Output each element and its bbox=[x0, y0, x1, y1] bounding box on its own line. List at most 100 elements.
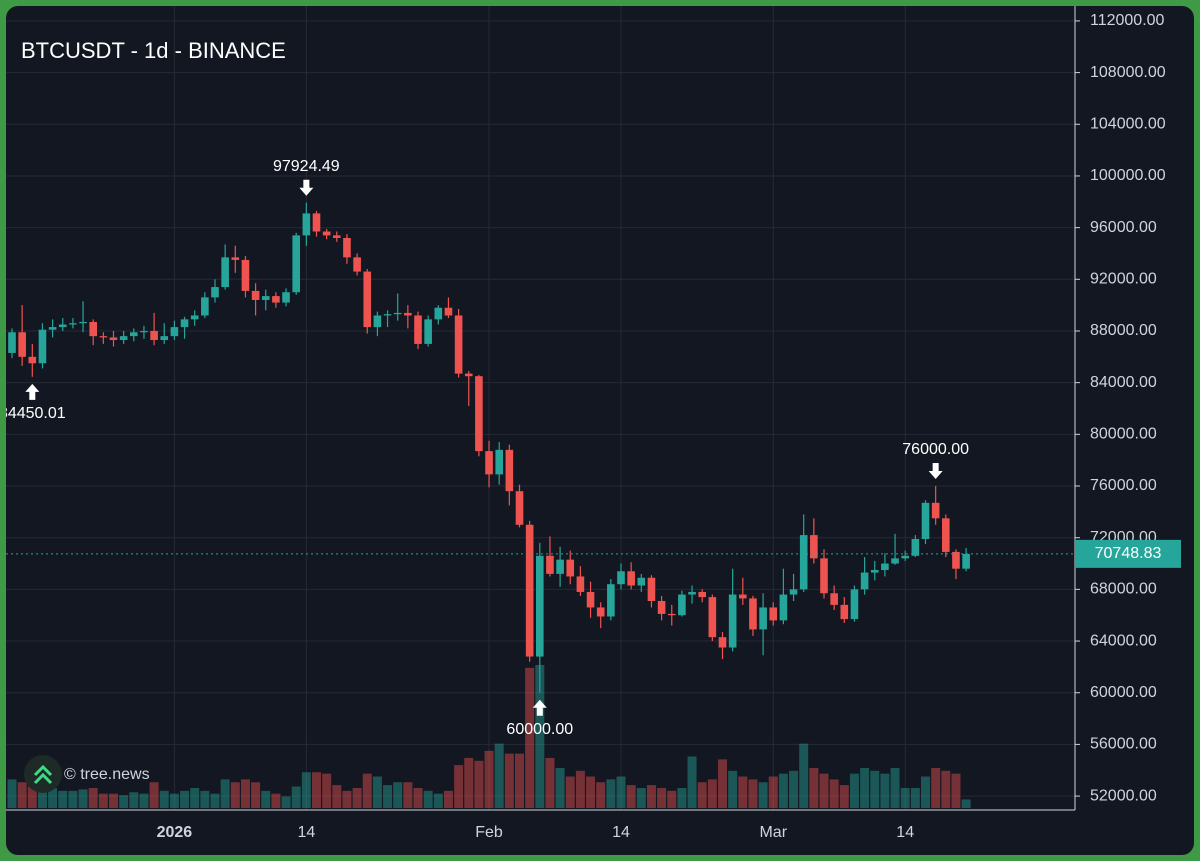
candle-body bbox=[911, 538, 920, 556]
candle-body bbox=[870, 569, 879, 573]
volume-bar bbox=[677, 787, 687, 808]
volume-bar bbox=[291, 786, 301, 808]
chart-title: BTCUSDT - 1d - BINANCE bbox=[21, 38, 286, 63]
annotation-label: 97924.49 bbox=[273, 158, 340, 175]
candle-body bbox=[799, 535, 808, 590]
candle-body bbox=[515, 491, 524, 525]
candle-body bbox=[820, 558, 828, 594]
candle-body bbox=[891, 558, 899, 564]
candle-body bbox=[718, 637, 727, 648]
annotation-label: 84450.01 bbox=[0, 405, 66, 422]
volume-bar bbox=[586, 776, 596, 808]
candle-body bbox=[596, 607, 605, 617]
volume-bar bbox=[870, 770, 880, 808]
volume-bar bbox=[880, 773, 890, 808]
candle-body bbox=[525, 524, 534, 657]
y-tick-label: 100000.00 bbox=[1090, 167, 1166, 184]
candle-body bbox=[404, 312, 412, 316]
volume-bar bbox=[728, 770, 738, 808]
candle-body bbox=[211, 287, 219, 298]
volume-bar bbox=[941, 770, 951, 808]
candle-body bbox=[607, 584, 615, 617]
volume-bar bbox=[931, 767, 941, 808]
candle-body bbox=[454, 315, 463, 374]
volume-bar bbox=[687, 756, 697, 808]
volume-bar bbox=[454, 765, 464, 808]
volume-bar bbox=[68, 790, 78, 808]
volume-bar bbox=[596, 782, 606, 808]
volume-bar bbox=[636, 787, 646, 808]
candle-body bbox=[942, 518, 950, 552]
x-tick-label: Mar bbox=[759, 824, 787, 841]
axis-layer: 52000.00 56000.00 60000.00 64000.00 68000.00… bbox=[157, 12, 1166, 841]
annotation-layer: 97924.49 84450.01 60000.00 76000.00 bbox=[0, 158, 969, 738]
volume-bar bbox=[545, 757, 555, 808]
y-tick-label: 104000.00 bbox=[1090, 115, 1166, 132]
candle-body bbox=[393, 312, 402, 315]
candle-body bbox=[556, 559, 564, 574]
volume-bar bbox=[383, 785, 393, 808]
volume-bar bbox=[738, 776, 748, 808]
volume-bar bbox=[910, 787, 920, 808]
volume-bar bbox=[27, 786, 37, 808]
candle-body bbox=[140, 330, 148, 333]
candle-body bbox=[180, 319, 189, 328]
volume-bar bbox=[352, 787, 362, 808]
y-tick-label: 60000.00 bbox=[1090, 684, 1157, 701]
candle-body bbox=[739, 594, 747, 599]
candle-body bbox=[576, 576, 585, 592]
candle-body bbox=[99, 336, 108, 338]
candle-body bbox=[921, 502, 930, 539]
volume-bar bbox=[109, 793, 118, 808]
y-tick-label: 96000.00 bbox=[1090, 219, 1157, 236]
y-tick-label: 76000.00 bbox=[1090, 477, 1157, 494]
volume-bar bbox=[119, 795, 129, 808]
volume-bar bbox=[423, 790, 433, 808]
volume-bar bbox=[626, 785, 636, 808]
volume-bar bbox=[515, 753, 524, 808]
candle-body bbox=[962, 553, 970, 569]
candle-body bbox=[201, 297, 209, 316]
volume-bar bbox=[525, 667, 535, 808]
volume-bar bbox=[251, 782, 261, 808]
candle-body bbox=[333, 235, 341, 238]
candle-body bbox=[952, 551, 960, 569]
x-tick-label: 14 bbox=[297, 824, 315, 841]
volume-bar bbox=[707, 779, 717, 808]
candle-body bbox=[860, 572, 869, 590]
candle-body bbox=[647, 577, 656, 601]
candle-body bbox=[475, 376, 483, 452]
candle-body bbox=[130, 332, 138, 337]
volume-bar bbox=[240, 779, 250, 808]
candle-body bbox=[79, 321, 87, 324]
candle-body bbox=[38, 329, 47, 364]
y-tick-label: 112000.00 bbox=[1090, 12, 1165, 29]
volume-bar bbox=[139, 793, 149, 808]
y-tick-label: 88000.00 bbox=[1090, 322, 1157, 339]
candle-body bbox=[810, 535, 818, 559]
volume-bar bbox=[433, 793, 443, 808]
candle-body bbox=[251, 290, 260, 300]
volume-bar bbox=[819, 773, 829, 808]
candle-body bbox=[89, 321, 97, 337]
candle-body bbox=[434, 307, 443, 320]
volume-bar bbox=[271, 793, 281, 808]
y-tick-label: 92000.00 bbox=[1090, 271, 1157, 288]
candle-body bbox=[627, 571, 635, 586]
volume-bar bbox=[951, 773, 961, 808]
volume-bar bbox=[220, 779, 230, 808]
volume-bar bbox=[58, 790, 68, 808]
volume-bar bbox=[829, 779, 839, 808]
watermark: © tree.news bbox=[64, 766, 150, 783]
x-tick-label: 14 bbox=[896, 824, 914, 841]
candle-body bbox=[728, 594, 737, 648]
volume-bar bbox=[778, 773, 788, 808]
volume-bar bbox=[403, 782, 413, 808]
candle-body bbox=[282, 292, 290, 303]
annotation-label: 60000.00 bbox=[506, 721, 573, 738]
candle-body bbox=[769, 607, 778, 621]
volume-bar bbox=[169, 793, 179, 808]
volume-bar bbox=[98, 793, 108, 808]
candle-body bbox=[881, 563, 889, 570]
